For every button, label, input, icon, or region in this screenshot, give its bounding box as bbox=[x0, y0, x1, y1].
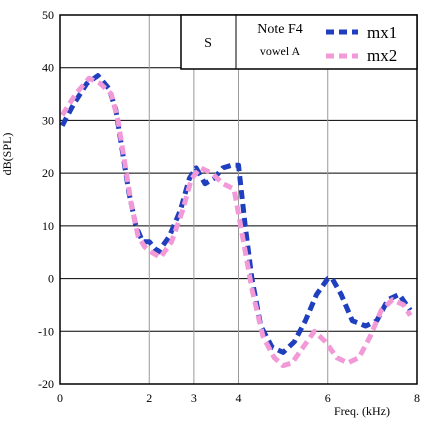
y-tick-label: -20 bbox=[38, 377, 54, 391]
y-tick-label: 0 bbox=[48, 272, 54, 286]
series-line-mx2 bbox=[60, 75, 413, 369]
x-tick-label: 6 bbox=[325, 391, 331, 405]
x-tick-label: 3 bbox=[191, 391, 197, 405]
x-tick-label: 4 bbox=[236, 391, 242, 405]
legend-note-line2: vowel A bbox=[260, 44, 301, 58]
y-tick-label: 10 bbox=[42, 219, 54, 233]
legend-frame bbox=[180, 14, 418, 70]
series-line-mx1 bbox=[59, 73, 413, 355]
legend-label-mx1: mx1 bbox=[367, 23, 397, 42]
legend-box-letter: S bbox=[204, 36, 212, 51]
y-tick-label: 30 bbox=[42, 113, 54, 127]
y-tick-label: -10 bbox=[38, 324, 54, 338]
y-tick-label: 20 bbox=[42, 166, 54, 180]
y-tick-label: 40 bbox=[42, 61, 54, 75]
series-layer bbox=[59, 73, 413, 369]
x-tick-label: 2 bbox=[146, 391, 152, 405]
legend: S Note F4 vowel A mx1 mx2 bbox=[180, 14, 418, 70]
legend-label-mx2: mx2 bbox=[367, 46, 397, 65]
grid bbox=[60, 15, 417, 384]
x-tick-label: 0 bbox=[57, 391, 63, 405]
x-tick-label: 8 bbox=[414, 391, 420, 405]
y-axis-label: dB(SPL) bbox=[0, 133, 14, 176]
legend-note-line1: Note F4 bbox=[257, 22, 303, 37]
x-axis-label: Freq. (kHz) bbox=[334, 404, 390, 418]
y-tick-label: 50 bbox=[42, 8, 54, 22]
